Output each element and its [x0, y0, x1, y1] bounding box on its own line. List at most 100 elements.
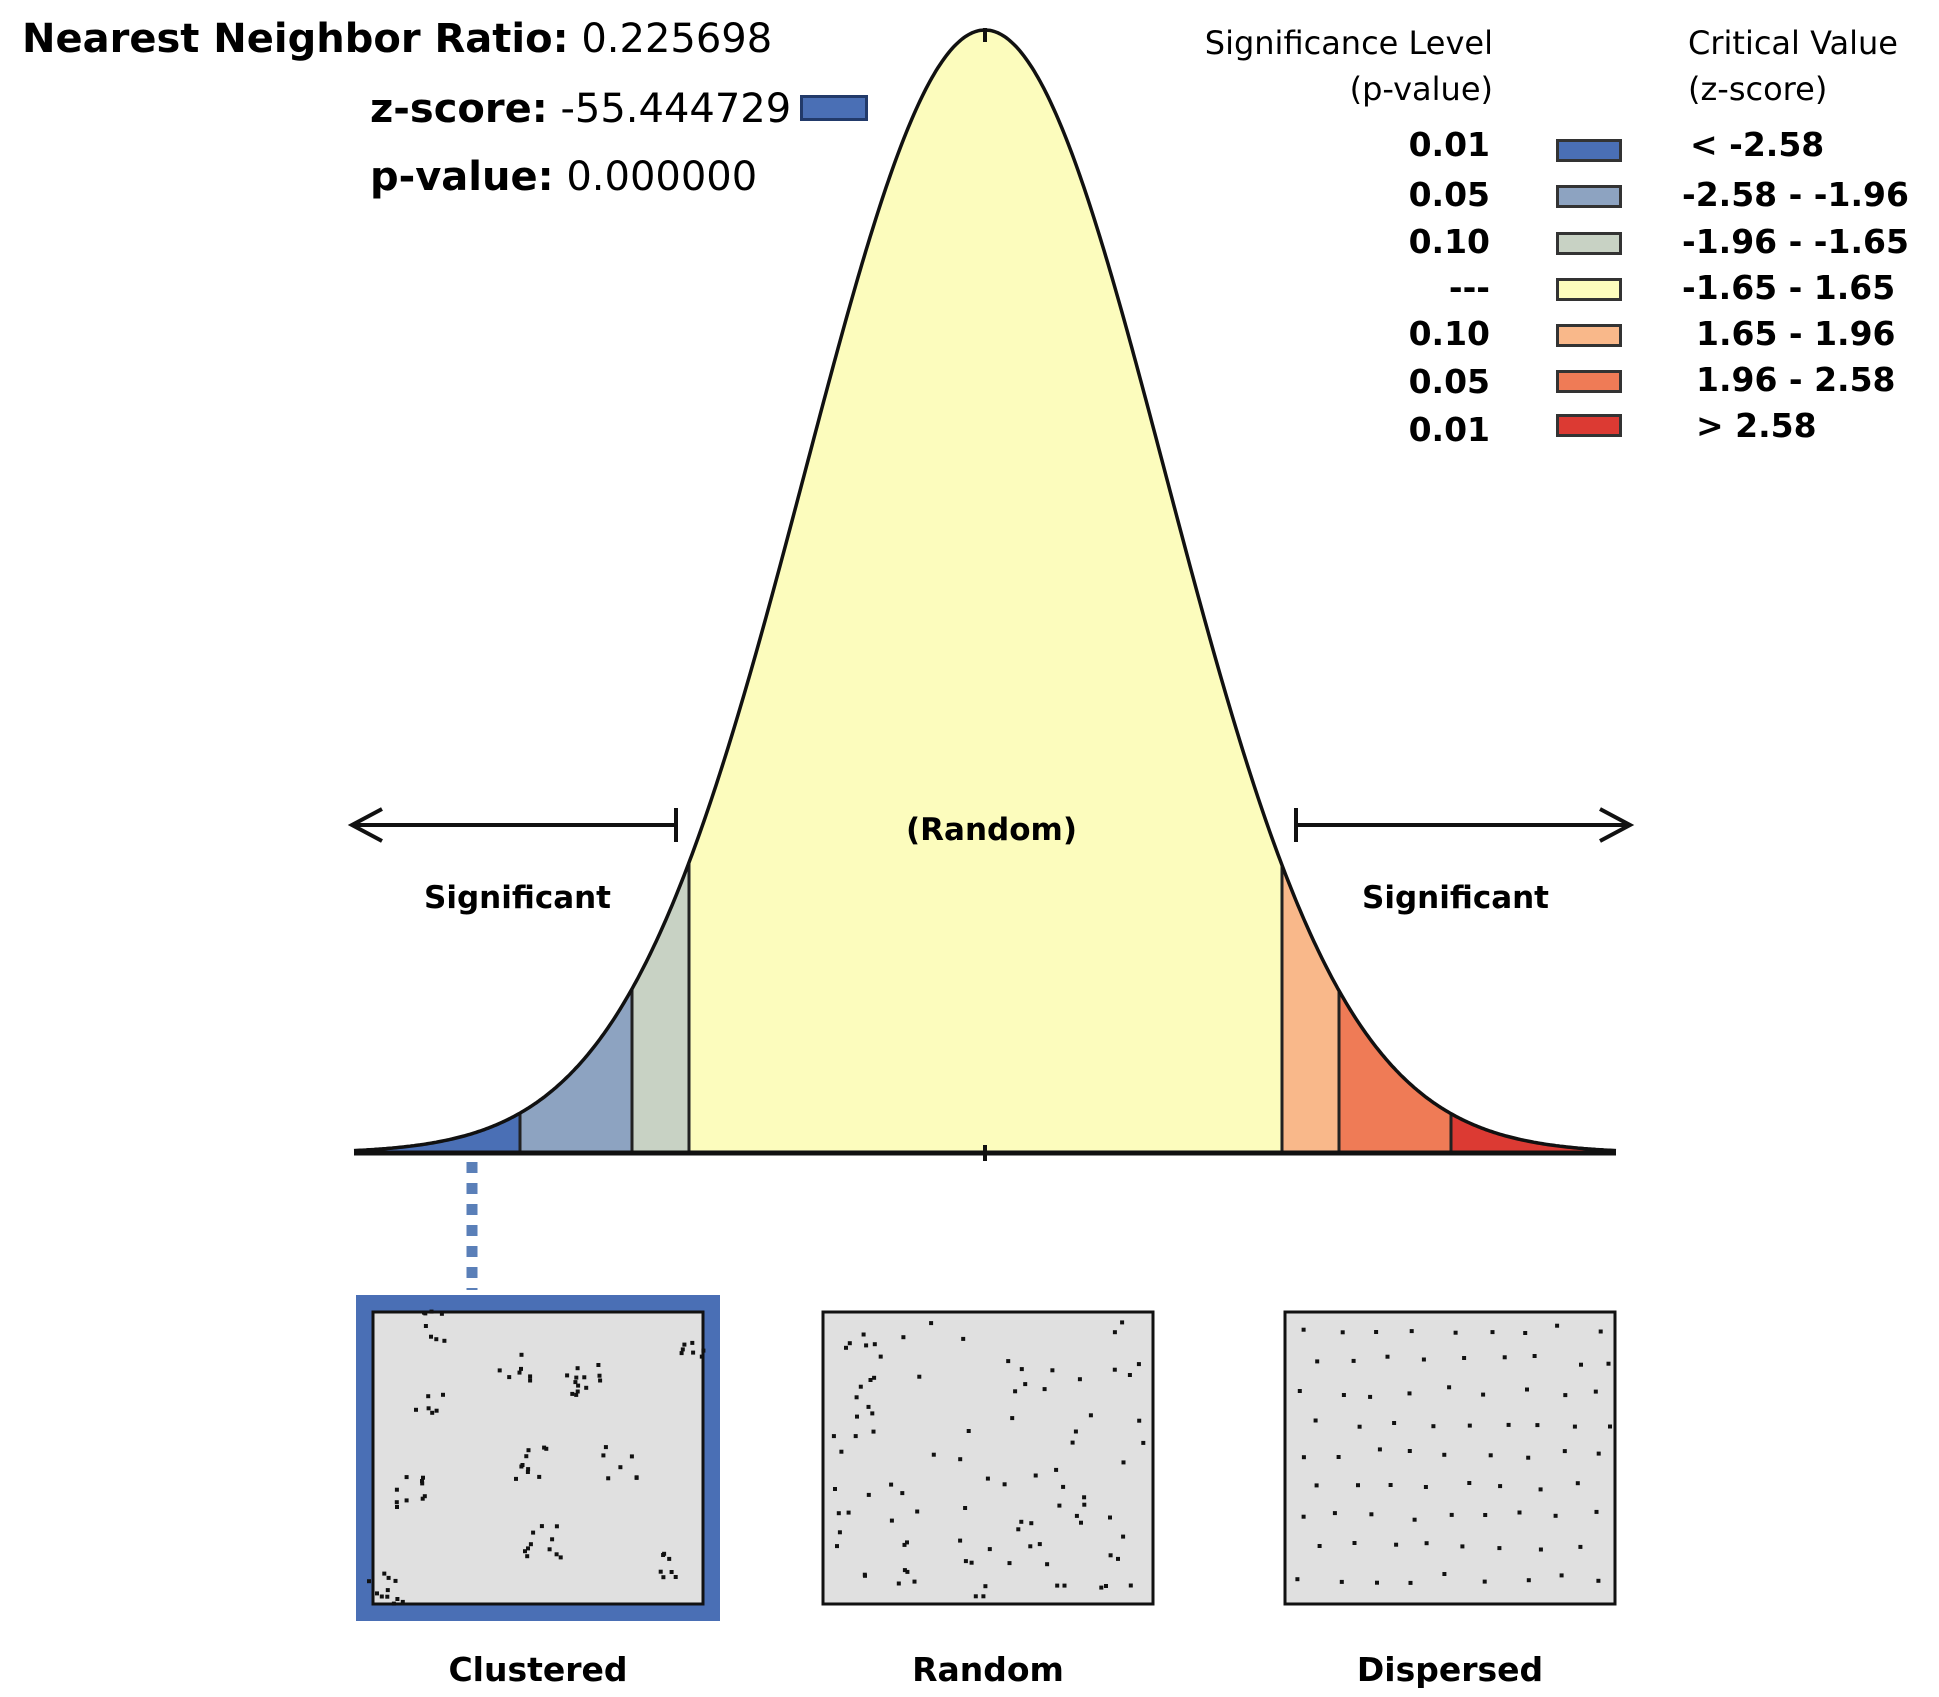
point — [394, 1487, 399, 1492]
point — [1559, 1573, 1564, 1578]
random-label: Random — [912, 1650, 1064, 1689]
point — [878, 1354, 883, 1359]
region-2.58-1.96 — [520, 30, 632, 1153]
point — [658, 1569, 663, 1574]
point — [584, 1385, 589, 1390]
point — [1127, 1373, 1132, 1377]
point — [1055, 1583, 1060, 1588]
point — [404, 1475, 409, 1480]
point — [1442, 1452, 1447, 1457]
dispersed-label: Dispersed — [1356, 1650, 1544, 1689]
point — [1375, 1580, 1379, 1585]
sig-header-line-2: (p-value) — [1349, 70, 1493, 108]
point — [526, 1467, 531, 1472]
point — [679, 1351, 684, 1356]
point — [905, 1540, 909, 1545]
point — [1409, 1329, 1414, 1334]
point — [839, 1449, 844, 1454]
point — [682, 1342, 687, 1347]
point — [963, 1559, 968, 1564]
point — [1431, 1424, 1436, 1429]
critical-value-header: Critical Value (z-score) — [1688, 20, 1898, 112]
point — [574, 1375, 579, 1380]
point — [367, 1579, 371, 1584]
point — [1502, 1355, 1507, 1360]
point — [434, 1408, 439, 1413]
point — [519, 1366, 523, 1371]
point — [1490, 1330, 1495, 1335]
point — [1392, 1421, 1397, 1425]
point — [1412, 1517, 1417, 1522]
point — [1374, 1330, 1379, 1334]
crit-header-line-1: Critical Value — [1688, 24, 1898, 62]
legend-z-range: 1.96 - 2.58 — [1696, 360, 1896, 399]
point — [596, 1363, 601, 1367]
point — [866, 1492, 871, 1497]
point — [966, 1429, 971, 1433]
point — [1045, 1562, 1050, 1567]
point — [931, 1452, 936, 1457]
point — [523, 1549, 527, 1554]
region-1.96-2.58 — [1339, 30, 1451, 1153]
point — [601, 1453, 606, 1458]
point — [1578, 1544, 1583, 1549]
point — [872, 1375, 877, 1380]
point — [525, 1554, 530, 1559]
point — [912, 1579, 917, 1584]
point — [1388, 1483, 1393, 1487]
point — [1007, 1561, 1012, 1566]
point — [547, 1547, 552, 1552]
point — [1572, 1424, 1577, 1429]
point — [1453, 1330, 1458, 1335]
point — [1314, 1483, 1319, 1488]
point — [701, 1348, 706, 1353]
legend-swatch — [1556, 414, 1622, 437]
point — [889, 1482, 894, 1487]
point — [1116, 1556, 1120, 1561]
point — [385, 1594, 390, 1599]
point — [606, 1476, 611, 1481]
point — [1079, 1520, 1083, 1525]
point — [1351, 1358, 1356, 1363]
point — [690, 1340, 695, 1345]
point — [1538, 1487, 1543, 1492]
point — [519, 1352, 524, 1357]
point — [576, 1383, 581, 1388]
point — [1070, 1440, 1075, 1445]
point — [575, 1366, 580, 1371]
point — [386, 1575, 391, 1580]
point — [1449, 1512, 1454, 1517]
point — [1301, 1514, 1306, 1519]
point — [1467, 1481, 1472, 1485]
point — [661, 1575, 666, 1580]
point — [528, 1374, 533, 1379]
point — [1555, 1323, 1560, 1328]
point — [1526, 1455, 1531, 1460]
point — [1108, 1515, 1112, 1520]
point — [1013, 1389, 1018, 1394]
point — [1112, 1367, 1117, 1372]
point — [1608, 1424, 1612, 1429]
point — [870, 1411, 875, 1416]
point — [442, 1338, 447, 1343]
region-1.96-1.65 — [632, 30, 689, 1153]
point — [1356, 1483, 1360, 1488]
point — [1553, 1513, 1558, 1518]
point — [929, 1321, 934, 1326]
legend-swatch — [1556, 370, 1622, 393]
point — [889, 1518, 894, 1523]
point — [514, 1476, 518, 1481]
point — [1037, 1542, 1042, 1547]
point — [896, 1581, 901, 1586]
left-significant-label: Significant — [424, 880, 611, 916]
point — [574, 1392, 579, 1397]
crit-header-line-2: (z-score) — [1688, 70, 1828, 108]
point — [667, 1556, 672, 1561]
point — [1301, 1455, 1306, 1460]
point — [1562, 1449, 1567, 1454]
point — [985, 1476, 990, 1481]
point — [544, 1446, 549, 1451]
point — [853, 1434, 858, 1439]
point — [1074, 1513, 1079, 1518]
